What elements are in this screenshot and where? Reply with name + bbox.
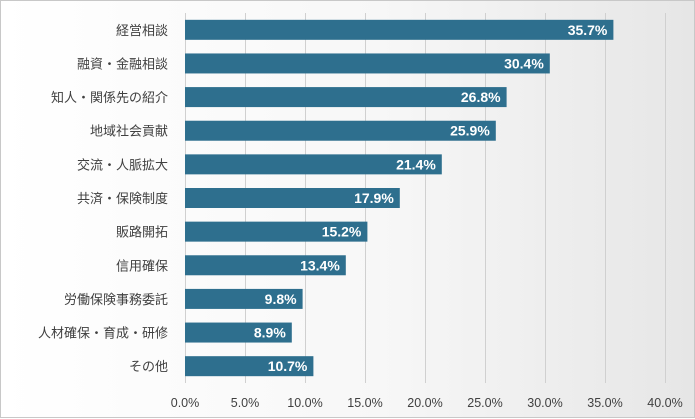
grid-lines [185,13,666,383]
bar [185,255,346,276]
bar [185,87,507,108]
x-tick-label: 30.0% [527,396,562,410]
data-label: 30.4% [504,55,544,71]
bar [185,154,442,175]
x-tick-label: 10.0% [287,396,322,410]
bar [185,19,614,40]
category-label: 販路開拓 [116,225,168,241]
data-label: 26.8% [461,89,501,105]
category-label: 交流・人脈拡大 [77,157,168,173]
bar [185,356,314,377]
data-label: 25.9% [450,123,490,139]
data-label: 9.8% [265,291,297,307]
x-tick-label: 40.0% [647,396,682,410]
category-label: その他 [129,360,168,375]
category-label: 地域社会貢献 [90,124,168,140]
data-label: 13.4% [300,257,340,273]
bar [185,288,303,309]
bars: 35.7% 30.4% 26.8% 25.9% 21.4% 17.9% 15.2% 13.4%… [185,19,614,377]
bar [185,188,400,208]
category-label: 知人・関係先の紹介 [51,90,168,106]
category-labels: 経営相談融資・金融相談知人・関係先の紹介地域社会貢献交流・人脈拡大共済・保険制度… [38,23,168,375]
x-axis-tick-labels: 0.0% 5.0% 10.0% 15.0% 20.0% 25.0% 30.0% 35.0% 40… [171,396,683,410]
bar [185,221,368,242]
category-label: 融資・金融相談 [77,56,168,72]
category-label: 人材確保・育成・研修 [38,326,168,342]
data-label: 21.4% [396,156,436,172]
category-label: 経営相談 [116,23,168,39]
x-tick-label: 15.0% [347,396,382,410]
data-label: 8.9% [254,325,286,341]
data-label: 17.9% [354,190,394,206]
bar [185,53,550,74]
bar [185,120,496,141]
x-tick-label: 0.0% [171,396,200,410]
data-label: 15.2% [322,224,362,240]
data-label: 10.7% [268,358,308,374]
category-label: 信用確保 [116,258,168,274]
x-tick-label: 35.0% [587,396,622,410]
category-label: 共済・保険制度 [77,191,168,207]
category-label: 労働保険事務委託 [64,292,168,308]
x-tick-label: 25.0% [467,396,502,410]
bar [185,322,292,343]
x-tick-label: 20.0% [407,396,442,410]
x-tick-label: 5.0% [231,396,260,410]
data-label: 35.7% [568,22,608,38]
